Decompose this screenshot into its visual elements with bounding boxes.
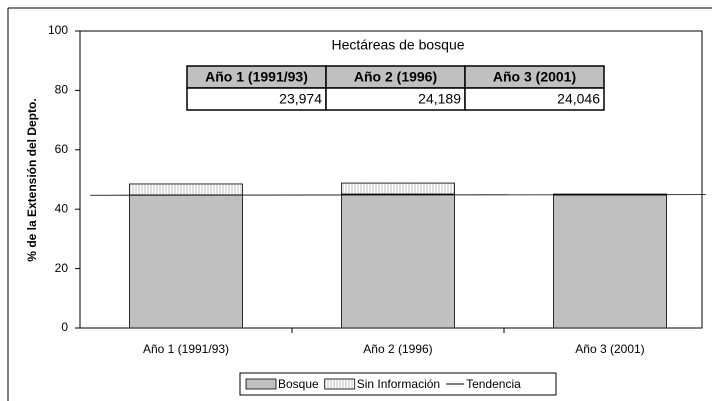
legend-label: Tendencia (466, 377, 521, 391)
y-tick-label: 100 (48, 23, 68, 37)
bar-segment (129, 194, 243, 329)
trend-line (89, 194, 707, 196)
y-tick-label: 0 (61, 320, 68, 334)
bar-segment (341, 193, 455, 329)
bar-segment (341, 182, 455, 195)
y-tick-label: 40 (55, 201, 69, 215)
x-tick-label: Año 1 (1991/93) (143, 342, 229, 356)
bar-segment (129, 183, 243, 196)
x-tick-label: Año 2 (1996) (363, 342, 432, 356)
table-header-text: Año 3 (2001) (493, 69, 576, 85)
table-cell-text: 24,189 (418, 91, 461, 107)
y-tick-label: 80 (55, 83, 69, 97)
y-tick-label: 20 (55, 261, 69, 275)
table-cell-text: 24,046 (557, 91, 600, 107)
legend-swatch (245, 378, 277, 390)
chart-title: Hectáreas de bosque (331, 37, 464, 53)
table-cell (464, 87, 605, 111)
table-header-text: Año 2 (1996) (354, 69, 437, 85)
bar-segment (553, 194, 667, 329)
table-cell-text: 23,974 (279, 91, 322, 107)
x-tick-label: Año 3 (2001) (575, 342, 644, 356)
legend-label: Sin Información (357, 377, 440, 391)
y-tick-label: 60 (55, 142, 69, 156)
table-header-text: Año 1 (1991/93) (205, 69, 308, 85)
legend-box (239, 372, 557, 396)
y-axis-title: % de la Extensión del Depto. (25, 98, 39, 261)
legend-label: Bosque (278, 377, 319, 391)
legend-swatch (324, 378, 356, 390)
